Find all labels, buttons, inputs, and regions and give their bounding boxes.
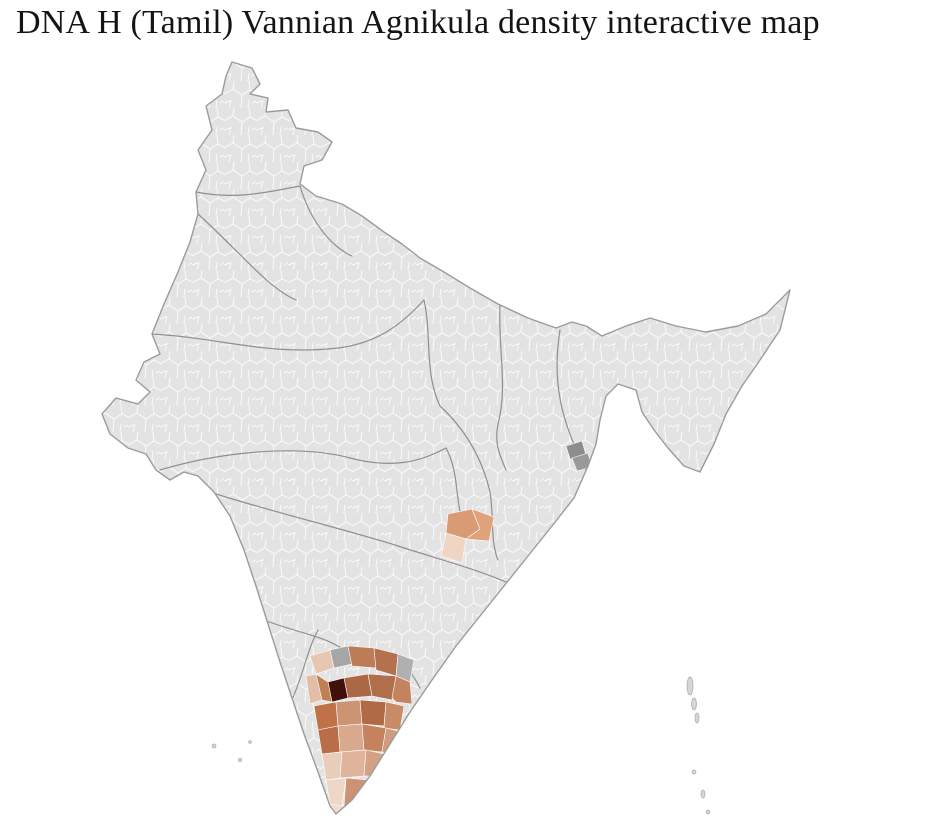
district-tn-14[interactable] — [359, 699, 387, 727]
islands — [211, 676, 711, 815]
nicobar-island-icon — [700, 789, 706, 799]
page-title: DNA H (Tamil) Vannian Agnikula density i… — [16, 4, 820, 41]
district-odisha-c[interactable] — [440, 532, 467, 564]
district-tn-13[interactable] — [335, 699, 363, 727]
district-tn-11[interactable] — [391, 675, 413, 705]
district-tn-22[interactable] — [363, 749, 385, 777]
district-tn-24[interactable] — [343, 777, 369, 807]
district-tn-12[interactable] — [313, 701, 339, 731]
district-tn-03[interactable] — [347, 645, 377, 669]
lakshadweep-island-icon — [248, 740, 252, 744]
district-tn-17[interactable] — [337, 723, 365, 753]
lakshadweep-island-icon — [211, 743, 217, 749]
district-tn-09[interactable] — [343, 673, 373, 699]
district-mesh-overlay — [102, 62, 790, 814]
district-tn-16[interactable] — [317, 725, 341, 755]
district-tn-21[interactable] — [339, 749, 367, 779]
district-odisha-b[interactable] — [465, 508, 495, 542]
andaman-island-icon — [694, 712, 700, 724]
andaman-island-icon — [691, 697, 697, 711]
andaman-island-icon — [686, 676, 694, 696]
district-tn-08[interactable] — [315, 673, 333, 703]
state-borders — [151, 185, 587, 701]
district-tn-10[interactable] — [367, 673, 397, 701]
nicobar-island-icon — [691, 769, 697, 775]
lakshadweep-island-icon — [238, 758, 242, 762]
india-outline — [101, 61, 791, 815]
district-tn-25[interactable] — [329, 803, 345, 818]
nicobar-island-icon — [705, 809, 711, 815]
